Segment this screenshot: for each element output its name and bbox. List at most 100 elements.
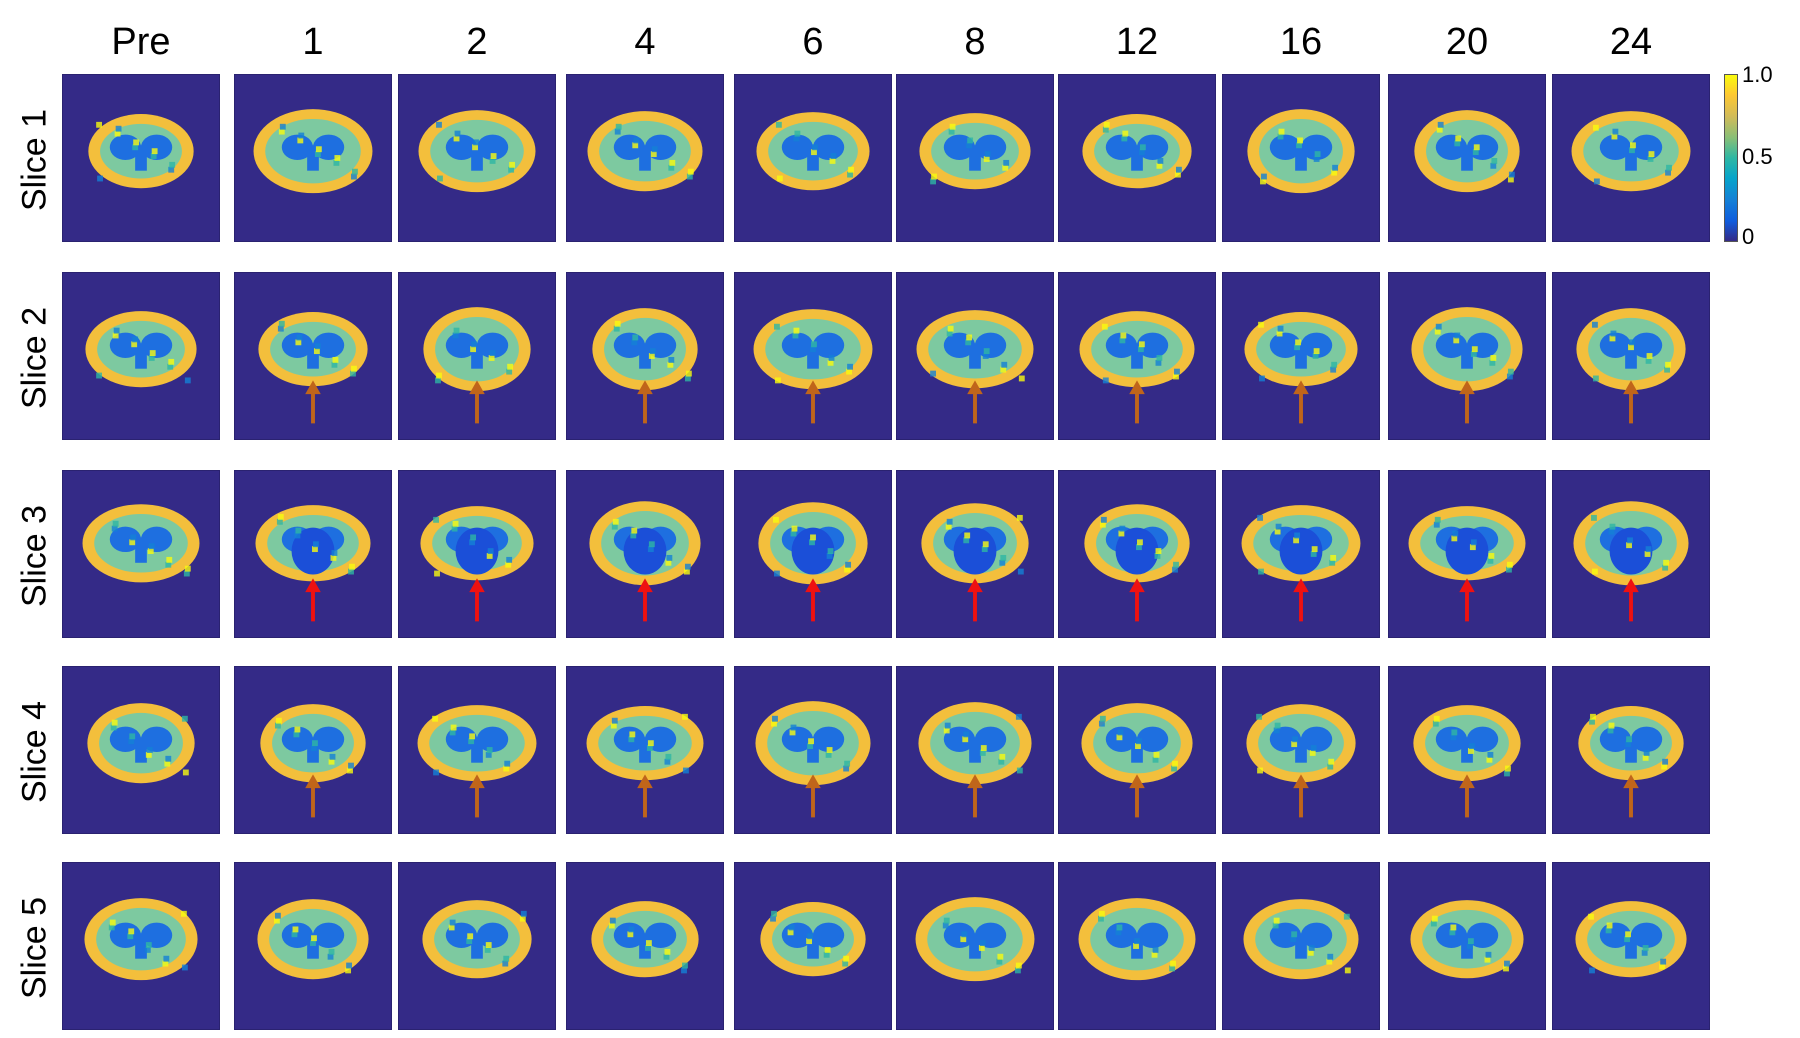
mri-panel: [398, 470, 556, 638]
lesion-arrow-icon: [967, 380, 983, 424]
mri-panel: [1552, 272, 1710, 440]
column-label: 20: [1445, 21, 1489, 63]
lesion-arrow-icon: [1623, 774, 1639, 818]
spinal-cord-image: [755, 701, 871, 818]
spinal-cord-image: [1243, 899, 1359, 980]
spinal-cord-image: [1410, 900, 1524, 979]
row-label: Slice 4: [0, 666, 70, 838]
spinal-cord-image: [916, 310, 1034, 424]
spinal-cord-image: [255, 505, 371, 622]
mri-panel: [1058, 470, 1216, 638]
column-label: 8: [964, 21, 986, 63]
lesion-arrow-icon: [1129, 774, 1145, 818]
spinal-cord-image: [1247, 109, 1355, 194]
mri-panel: [1058, 862, 1216, 1030]
lesion-arrow-icon: [1459, 578, 1475, 622]
spinal-cord-image: [1578, 706, 1684, 818]
spinal-cord-image: [1081, 703, 1193, 818]
mri-panel: [1552, 666, 1710, 834]
mri-panel: [1058, 666, 1216, 834]
mri-panel: [566, 666, 724, 834]
spinal-cord-image: [591, 901, 699, 978]
lesion-arrow-icon: [637, 774, 653, 818]
lesion-arrow-icon: [1459, 774, 1475, 818]
mri-panel: [1058, 74, 1216, 242]
mri-panel: [734, 862, 892, 1030]
mri-panel: [62, 470, 220, 638]
spinal-cord-image: [758, 502, 868, 622]
spinal-cord-image: [417, 705, 537, 818]
mri-panel: [1222, 666, 1380, 834]
spinal-cord-image: [258, 312, 368, 424]
mri-panel: [1058, 272, 1216, 440]
mri-panel: [1552, 74, 1710, 242]
lesion-arrow-icon: [469, 380, 485, 424]
mri-panel: [566, 862, 724, 1030]
spinal-cord-image: [1244, 312, 1358, 424]
lesion-arrow-icon: [1459, 380, 1475, 424]
column-label: 24: [1609, 21, 1653, 63]
mri-panel: [734, 272, 892, 440]
spinal-cord-image: [1573, 501, 1689, 622]
spinal-cord-image: [921, 503, 1029, 622]
spinal-cord-image: [253, 109, 373, 194]
spinal-cord-image: [422, 900, 532, 979]
mri-panel: [896, 272, 1054, 440]
row-label: Slice 3: [0, 470, 70, 642]
lesion-arrow-icon: [967, 578, 983, 622]
row-label: Slice 5: [0, 862, 70, 1034]
mri-panel: [1388, 666, 1546, 834]
lesion-arrow-icon: [1293, 380, 1309, 424]
spinal-cord-image: [586, 706, 704, 818]
spinal-cord-image: [260, 704, 366, 818]
row-label-text: Slice 4: [15, 700, 54, 804]
spinal-cord-image: [919, 113, 1031, 190]
mri-panel: [1222, 272, 1380, 440]
colorbar-tick-min: 0: [1742, 224, 1755, 249]
mri-panel: [398, 666, 556, 834]
lesion-arrow-icon: [805, 774, 821, 818]
mri-panel: [734, 470, 892, 638]
mri-panel: [896, 666, 1054, 834]
spinal-cord-image: [1576, 308, 1686, 424]
lesion-arrow-icon: [305, 578, 321, 622]
mri-panel: [234, 74, 392, 242]
mri-panel: [234, 862, 392, 1030]
lesion-arrow-icon: [805, 578, 821, 622]
column-label: 16: [1279, 21, 1323, 63]
mri-panel: [1222, 74, 1380, 242]
spinal-cord-image: [760, 902, 866, 977]
lesion-arrow-icon: [1623, 380, 1639, 424]
spinal-cord-image: [82, 504, 200, 583]
spinal-cord-image: [87, 703, 195, 784]
lesion-arrow-icon: [805, 380, 821, 424]
spinal-cord-image: [1413, 705, 1521, 818]
lesion-arrow-icon: [1293, 774, 1309, 818]
mri-panel: [398, 272, 556, 440]
mri-panel: [896, 470, 1054, 638]
spinal-cord-image: [1246, 704, 1356, 818]
row-label-text: Slice 5: [15, 896, 54, 1000]
spinal-cord-image: [257, 899, 369, 980]
spinal-cord-image: [1084, 504, 1190, 622]
mri-panel: [62, 862, 220, 1030]
mri-panel: [1388, 272, 1546, 440]
spinal-cord-image: [1414, 110, 1520, 193]
spinal-cord-image: [753, 309, 873, 424]
mri-panel: [566, 74, 724, 242]
spinal-cord-image: [84, 898, 198, 981]
spinal-cord-image: [85, 311, 197, 388]
mri-panel: [896, 74, 1054, 242]
mri-panel: [398, 862, 556, 1030]
spinal-cord-image: [88, 114, 194, 189]
row-label: Slice 1: [0, 74, 70, 246]
mri-panel: [1552, 862, 1710, 1030]
lesion-arrow-icon: [1293, 578, 1309, 622]
mri-panel: [566, 272, 724, 440]
row-label-text: Slice 3: [15, 504, 54, 608]
column-label: 2: [466, 21, 488, 63]
mri-panel: [234, 470, 392, 638]
spinal-cord-image: [1575, 901, 1687, 978]
spinal-cord-image: [589, 501, 701, 622]
mri-panel: [62, 666, 220, 834]
